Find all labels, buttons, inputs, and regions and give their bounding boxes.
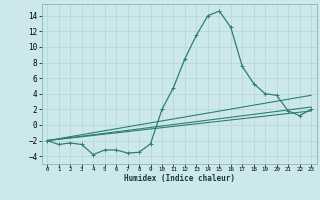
X-axis label: Humidex (Indice chaleur): Humidex (Indice chaleur) xyxy=(124,174,235,183)
